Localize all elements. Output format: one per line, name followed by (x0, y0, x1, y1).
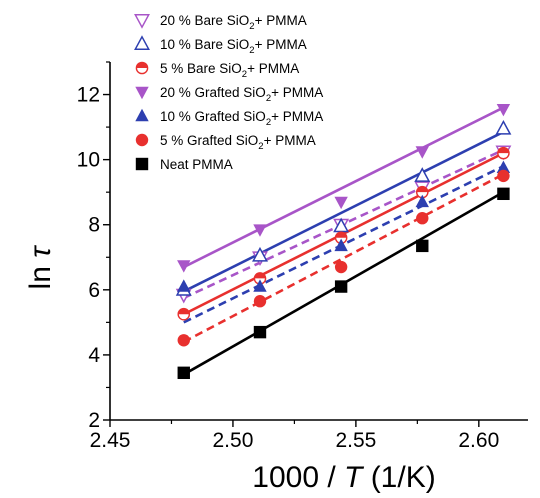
x-axis-title-prefix: 1000 / (252, 461, 344, 494)
legend-label-1: 10 % Bare SiO2+ PMMA (160, 37, 307, 56)
y-tick-label: 10 (77, 149, 100, 172)
y-axis-title: ln τ (24, 245, 57, 290)
point-series-3 (177, 260, 191, 273)
legend-marker-3 (135, 86, 149, 100)
legend-label-3: 20 % Grafted SiO2+ PMMA (160, 85, 323, 104)
point-series-2-fill (178, 308, 190, 315)
point-series-5 (334, 260, 348, 274)
point-series-2-fill (335, 232, 347, 238)
legend-marker-2 (135, 61, 149, 75)
point-series-6 (177, 366, 190, 380)
data-points (175, 103, 512, 380)
point-series-4 (253, 279, 267, 292)
legend-label-suffix: + PMMA (264, 133, 316, 148)
x-tick-label: 2.45 (90, 429, 131, 452)
legend-label-main: 10 % Bare SiO (160, 37, 249, 52)
legend-label-subscript: 2 (258, 141, 263, 152)
legend-label-main: Neat PMMA (160, 157, 233, 172)
x-axis-title-variable: T (344, 461, 365, 494)
fit-line-series-1 (183, 130, 504, 293)
legend-label-main: 20 % Grafted SiO (160, 85, 266, 100)
point-series-1 (495, 119, 512, 135)
legend-marker-2-fill (136, 62, 148, 68)
point-series-2 (415, 185, 429, 199)
point-series-5 (416, 212, 429, 225)
point-series-4 (334, 238, 348, 252)
y-axis-title-text: ln (24, 258, 57, 290)
legend-label-suffix: + PMMA (271, 85, 323, 100)
fit-line-series-4 (183, 164, 504, 324)
point-series-2-fill (254, 272, 266, 279)
legend-label-5: 5 % Grafted SiO2+ PMMA (160, 133, 316, 152)
point-series-3 (415, 146, 429, 159)
x-tick-label: 2.55 (335, 429, 376, 452)
axes: 2.45 2.50 2.55 2.60 2 4 6 8 10 12 (77, 61, 528, 452)
y-tick-label: 2 (88, 409, 100, 432)
legend-label-main: 10 % Grafted SiO (160, 109, 266, 124)
point-series-6 (416, 239, 429, 253)
x-axis-title-unit: (1/K) (362, 461, 435, 494)
point-series-3 (253, 224, 267, 237)
point-series-2 (497, 146, 510, 160)
legend-label-suffix: + PMMA (255, 13, 307, 28)
point-series-3 (496, 103, 511, 117)
legend-marker-1 (134, 35, 150, 50)
x-tick-label: 2.60 (458, 429, 499, 452)
point-series-2-fill (497, 147, 510, 154)
legend-label-main: 5 % Bare SiO (160, 61, 242, 76)
legend-marker-4 (135, 108, 149, 122)
y-tick-label: 6 (88, 279, 100, 302)
point-series-4 (415, 194, 429, 208)
y-tick-label: 4 (88, 344, 100, 367)
point-series-3 (334, 196, 348, 210)
point-series-4 (177, 279, 191, 292)
point-series-2-fill (416, 186, 428, 193)
point-series-6 (334, 280, 348, 293)
y-axis-title-symbol: τ (24, 245, 57, 258)
point-series-6 (497, 187, 510, 201)
legend-label-0: 20 % Bare SiO2+ PMMA (160, 13, 307, 32)
point-series-5 (253, 295, 267, 308)
fit-line-series-5 (183, 173, 505, 344)
legend-label-4: 10 % Grafted SiO2+ PMMA (160, 109, 323, 128)
legend-label-subscript: 2 (266, 93, 271, 104)
legend-label-2: 5 % Bare SiO2+ PMMA (160, 61, 299, 80)
x-axis-title: 1000 / T (1/K) (252, 461, 435, 494)
y-tick-label: 8 (88, 214, 100, 237)
point-series-2 (177, 307, 191, 321)
legend-marker-6 (135, 157, 149, 171)
legend-label-subscript: 2 (242, 69, 247, 80)
legend-label-suffix: + PMMA (271, 109, 323, 124)
legend-marker-0 (134, 14, 150, 29)
legend-label-main: 5 % Grafted SiO (160, 133, 258, 148)
legend-label-suffix: + PMMA (247, 61, 299, 76)
point-series-4 (496, 160, 511, 173)
legend-label-suffix: + PMMA (255, 37, 307, 52)
legend-label-subscript: 2 (249, 45, 254, 56)
legend-label-subscript: 2 (266, 117, 271, 128)
point-series-6 (253, 325, 267, 339)
fit-line-series-3 (183, 106, 504, 269)
point-series-1 (252, 246, 268, 262)
point-series-5 (177, 334, 190, 347)
legend-label-main: 20 % Bare SiO (160, 13, 249, 28)
legend-label-6: Neat PMMA (160, 157, 233, 172)
x-tick-label: 2.50 (213, 429, 254, 452)
point-series-5 (497, 169, 510, 183)
y-tick-label: 12 (77, 84, 100, 107)
legend-label-subscript: 2 (249, 21, 254, 32)
point-series-1 (414, 167, 431, 182)
legend-marker-5 (135, 133, 149, 147)
